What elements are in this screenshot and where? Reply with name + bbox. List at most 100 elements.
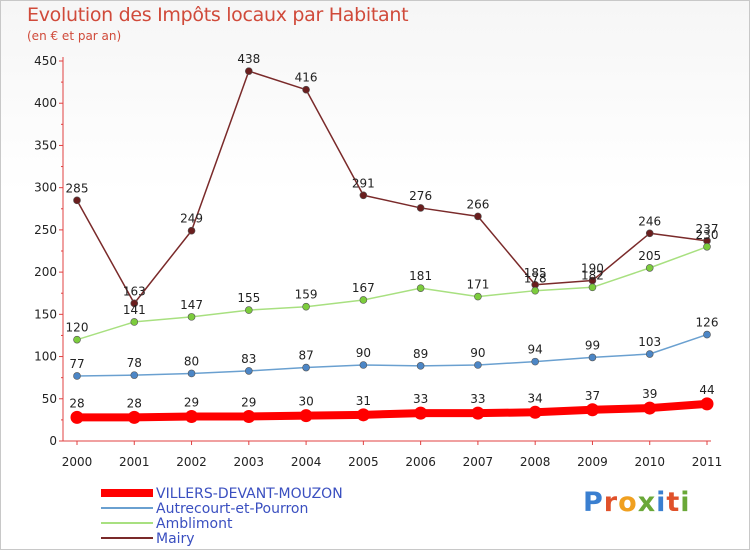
data-point <box>528 405 542 419</box>
data-point <box>645 229 654 238</box>
chart-title: Evolution des Impôts locaux par Habitant <box>27 4 409 26</box>
x-tick-label: 2006 <box>405 455 436 469</box>
data-point <box>588 353 597 362</box>
data-point <box>73 372 81 380</box>
data-point <box>531 286 539 295</box>
proxiti-logo: Proxiti <box>583 487 691 518</box>
data-label: 31 <box>356 394 371 408</box>
logo-letter: o <box>618 487 638 518</box>
data-label: 94 <box>528 343 543 357</box>
y-tick-label: 250 <box>34 223 57 237</box>
data-label: 438 <box>237 52 260 66</box>
y-tick-label: 200 <box>34 265 57 279</box>
data-point <box>130 371 139 379</box>
data-label: 34 <box>528 391 543 405</box>
logo-letter: r <box>603 487 619 518</box>
x-tick-label: 2011 <box>692 455 723 469</box>
data-label: 163 <box>123 284 146 298</box>
data-point <box>242 410 256 424</box>
data-label: 30 <box>298 395 313 409</box>
data-point <box>127 410 141 424</box>
y-tick-label: 100 <box>34 350 57 364</box>
data-point <box>703 330 711 339</box>
y-tick-label: 350 <box>34 138 57 152</box>
x-tick-label: 2003 <box>234 455 265 469</box>
data-label: 99 <box>585 338 600 352</box>
data-label: 249 <box>180 212 203 226</box>
data-point <box>700 397 714 411</box>
logo-letter: x <box>637 487 657 518</box>
x-tick-label: 2001 <box>119 455 150 469</box>
series-line <box>73 399 711 422</box>
data-label: 33 <box>470 392 485 406</box>
series-line <box>76 333 708 377</box>
data-point <box>302 302 310 311</box>
data-label: 28 <box>69 396 84 410</box>
data-label: 77 <box>69 357 84 371</box>
data-point <box>645 264 654 272</box>
data-label: 141 <box>123 303 146 317</box>
data-label: 291 <box>352 176 375 190</box>
data-label: 120 <box>66 321 89 335</box>
data-point <box>130 299 139 308</box>
data-point <box>70 410 84 424</box>
data-label: 230 <box>696 228 719 242</box>
data-label: 181 <box>409 269 432 283</box>
data-label: 28 <box>127 396 142 410</box>
data-label: 90 <box>470 346 485 360</box>
data-label: 185 <box>524 266 547 280</box>
data-label: 80 <box>184 354 199 368</box>
x-tick-label: 2008 <box>520 455 551 469</box>
x-tick-label: 2009 <box>577 455 608 469</box>
data-label: 171 <box>466 278 489 292</box>
data-label: 39 <box>642 387 657 401</box>
chart-subtitle: (en € et par an) <box>27 29 122 43</box>
data-point <box>585 403 599 417</box>
x-tick-label: 2000 <box>62 455 93 469</box>
x-tick-label: 2007 <box>463 455 494 469</box>
series-amblimont: 120 141 147 155 159 167 181 171 178 182 205 230 <box>66 228 719 344</box>
data-point <box>359 191 368 200</box>
data-point <box>245 306 253 314</box>
data-label: 285 <box>66 181 89 195</box>
series-line <box>76 70 708 305</box>
data-label: 276 <box>409 189 432 203</box>
data-label: 178 <box>524 272 547 286</box>
data-label: 159 <box>295 288 318 302</box>
data-point <box>245 67 253 75</box>
y-tick-label: 300 <box>34 181 57 195</box>
x-tick-label: 2002 <box>176 455 207 469</box>
x-tick-label: 2005 <box>348 455 379 469</box>
data-label: 83 <box>241 352 256 366</box>
data-label: 103 <box>638 335 661 349</box>
data-label: 416 <box>295 71 318 85</box>
x-tick-label: 2004 <box>291 455 322 469</box>
data-point <box>416 204 425 212</box>
data-point <box>588 283 597 292</box>
y-tick-label: 450 <box>34 54 57 68</box>
data-label: 29 <box>241 396 256 410</box>
data-label: 29 <box>184 396 199 410</box>
legend-label: VILLERS-DEVANT-MOUZON <box>156 486 343 502</box>
data-point <box>414 406 428 420</box>
data-point <box>302 85 310 94</box>
data-label: 237 <box>696 222 719 236</box>
data-point <box>302 363 310 372</box>
data-label: 246 <box>638 214 661 228</box>
data-point <box>130 318 139 326</box>
data-point <box>643 401 657 415</box>
logo-letter: i <box>680 487 691 518</box>
data-point <box>187 369 196 378</box>
data-point <box>416 284 425 292</box>
legend-label: Mairy <box>156 531 195 547</box>
data-label: 90 <box>356 346 371 360</box>
data-point <box>474 292 482 301</box>
data-point <box>356 408 370 422</box>
data-point <box>73 335 81 344</box>
data-point <box>73 196 81 205</box>
data-label: 205 <box>638 249 661 263</box>
data-label: 147 <box>180 298 203 312</box>
